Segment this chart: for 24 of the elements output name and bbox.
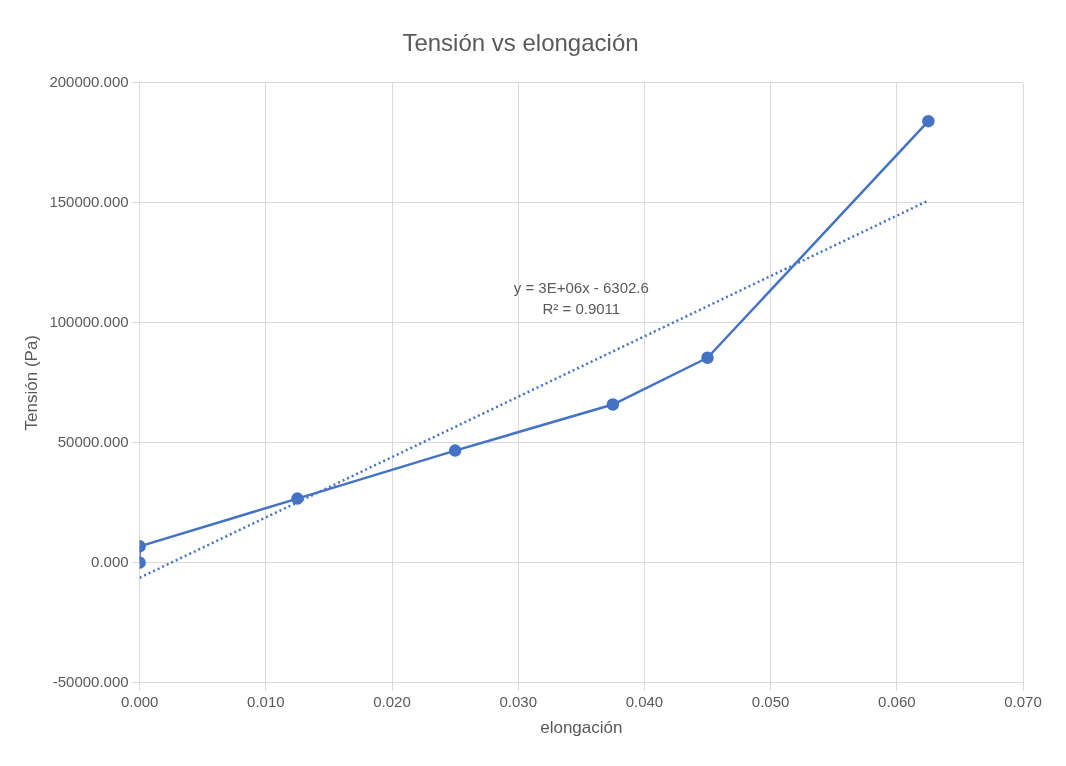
y-axis-title: Tensión (Pa) xyxy=(21,334,41,431)
x-tick-label: 0.000 xyxy=(120,692,159,710)
point xyxy=(701,351,714,364)
x-tick-label: 0.070 xyxy=(1004,692,1042,710)
y-tick-label: 150000.000 xyxy=(49,192,129,210)
y-tick-label: -50000.000 xyxy=(52,672,129,690)
x-tick-label: 0.030 xyxy=(499,692,537,710)
x-tick-label: 0.010 xyxy=(247,692,285,710)
y-tick-label: 50000.000 xyxy=(57,432,129,450)
x-axis-title: elongación xyxy=(540,718,623,738)
y-tick-label: 0.000 xyxy=(91,552,129,570)
annotation: R² = 0.9011 xyxy=(542,299,621,317)
y-tick-label: 100000.000 xyxy=(49,312,129,330)
y-tick-label: 200000.000 xyxy=(49,72,129,90)
x-tick-label: 0.050 xyxy=(751,692,790,710)
chart-title: Tensión vs elongación xyxy=(402,29,639,57)
point xyxy=(448,444,462,457)
x-tick-label: 0.060 xyxy=(878,692,916,710)
point xyxy=(922,114,935,128)
x-tick-label: 0.020 xyxy=(373,692,411,710)
x-tick-label: 0.040 xyxy=(625,692,664,710)
point xyxy=(291,492,304,505)
point xyxy=(606,398,620,411)
annotation: y = 3E+06x - 6302.6 xyxy=(513,278,649,296)
